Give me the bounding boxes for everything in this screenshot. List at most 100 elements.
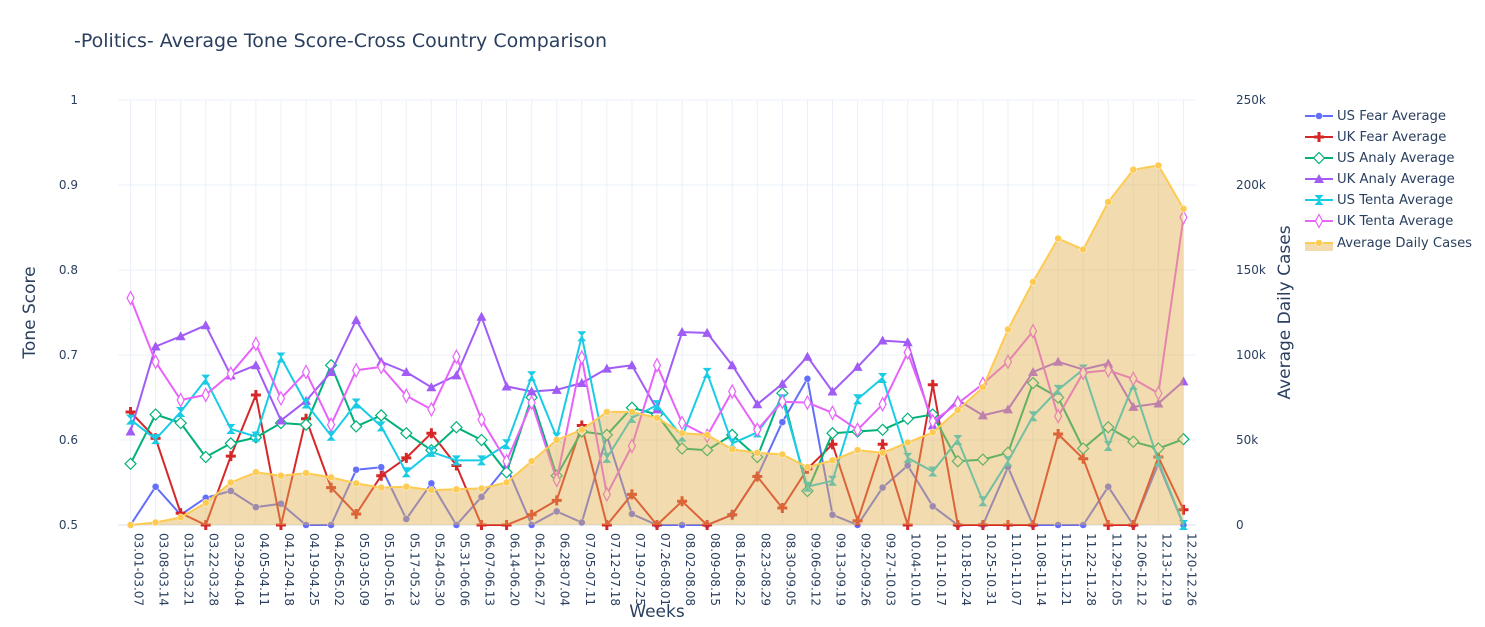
data-point xyxy=(1079,365,1088,381)
data-point xyxy=(1076,442,1090,455)
data-point xyxy=(299,418,313,432)
data-point xyxy=(426,382,437,392)
data-point xyxy=(1003,354,1013,370)
data-point xyxy=(376,470,387,481)
data-point xyxy=(452,485,461,494)
data-point xyxy=(552,507,561,516)
legend-swatch xyxy=(1305,112,1333,120)
data-point xyxy=(853,422,862,438)
data-point xyxy=(427,486,436,494)
data-point xyxy=(954,406,962,414)
data-point xyxy=(327,473,335,482)
y-tick-label: 1 xyxy=(70,93,78,107)
legend-swatch xyxy=(1305,213,1333,230)
data-point xyxy=(901,412,915,426)
data-point xyxy=(878,449,887,457)
data-point xyxy=(402,388,411,404)
data-point xyxy=(302,521,310,529)
y-tick-label: 0.7 xyxy=(59,348,78,362)
data-point xyxy=(1079,521,1087,529)
x-tick-label: 10.11-10.17 xyxy=(934,533,948,606)
data-point xyxy=(727,360,738,370)
data-point xyxy=(978,496,988,507)
data-point xyxy=(326,367,337,376)
data-point xyxy=(1315,112,1323,120)
data-point xyxy=(1314,195,1324,206)
data-point xyxy=(276,390,286,407)
data-point xyxy=(426,446,436,457)
area-fill xyxy=(130,165,1184,525)
data-point xyxy=(652,357,662,373)
data-point xyxy=(1104,362,1113,379)
y-axis-title: Tone Score xyxy=(20,266,40,359)
data-point xyxy=(476,311,487,321)
data-point xyxy=(527,521,536,529)
data-point xyxy=(125,426,136,436)
data-point xyxy=(728,383,737,400)
data-point xyxy=(1078,453,1089,464)
data-point xyxy=(577,331,587,342)
data-point xyxy=(527,457,536,465)
data-point xyxy=(124,457,137,471)
data-point xyxy=(828,456,837,465)
data-point xyxy=(675,442,689,455)
data-point xyxy=(578,426,586,434)
data-point xyxy=(427,479,436,488)
data-point xyxy=(1053,356,1064,366)
data-point xyxy=(151,518,160,527)
x-tick-label: 08.16-08.22 xyxy=(733,533,747,606)
data-point xyxy=(251,336,261,352)
data-point xyxy=(626,360,637,370)
data-point xyxy=(149,408,162,421)
data-point xyxy=(502,453,511,470)
data-point xyxy=(502,478,511,487)
data-point xyxy=(652,520,662,530)
x-tick-label: 04.12-04.18 xyxy=(282,533,296,606)
y2-tick-label: 200k xyxy=(1236,178,1266,192)
data-point xyxy=(902,520,913,530)
x-tick-label: 07.19-07.25 xyxy=(633,533,647,606)
data-point xyxy=(1028,411,1038,422)
data-point xyxy=(878,396,887,413)
data-point xyxy=(1028,520,1039,530)
data-point xyxy=(827,475,837,486)
series-average-daily-cases xyxy=(126,161,1188,529)
data-point xyxy=(377,463,385,471)
data-point xyxy=(1053,429,1064,440)
data-point xyxy=(827,386,838,396)
data-point xyxy=(652,400,662,411)
data-point xyxy=(852,515,863,526)
data-point xyxy=(1079,245,1087,254)
data-point xyxy=(402,483,411,491)
data-point xyxy=(1053,384,1063,395)
data-point xyxy=(1312,151,1326,165)
x-tick-label: 11.08-11.14 xyxy=(1034,533,1048,606)
data-point xyxy=(326,430,336,441)
data-point xyxy=(727,509,738,520)
data-point xyxy=(301,364,311,380)
data-point xyxy=(201,374,211,385)
data-point xyxy=(477,484,486,493)
data-point xyxy=(1104,483,1113,491)
data-point xyxy=(477,455,487,466)
x-tick-label: 04.26-05.02 xyxy=(332,533,346,606)
data-point xyxy=(1101,420,1115,434)
legend-swatch xyxy=(1305,174,1333,184)
data-point xyxy=(176,406,186,417)
data-point xyxy=(628,510,636,518)
data-point xyxy=(126,414,136,425)
data-point xyxy=(176,392,185,408)
data-point xyxy=(1103,440,1113,451)
chart-title: -Politics- Average Tone Score-Cross Coun… xyxy=(74,30,608,52)
data-point xyxy=(979,383,987,392)
y2-axis-title: Average Daily Cases xyxy=(1275,225,1295,399)
data-point xyxy=(803,394,812,411)
data-point xyxy=(374,409,388,422)
data-point xyxy=(401,467,411,478)
data-point xyxy=(1178,520,1188,530)
y-tick-label: 0.6 xyxy=(59,433,78,447)
data-point xyxy=(250,389,261,400)
legend-label: UK Analy Average xyxy=(1337,172,1455,188)
data-point xyxy=(227,478,235,487)
